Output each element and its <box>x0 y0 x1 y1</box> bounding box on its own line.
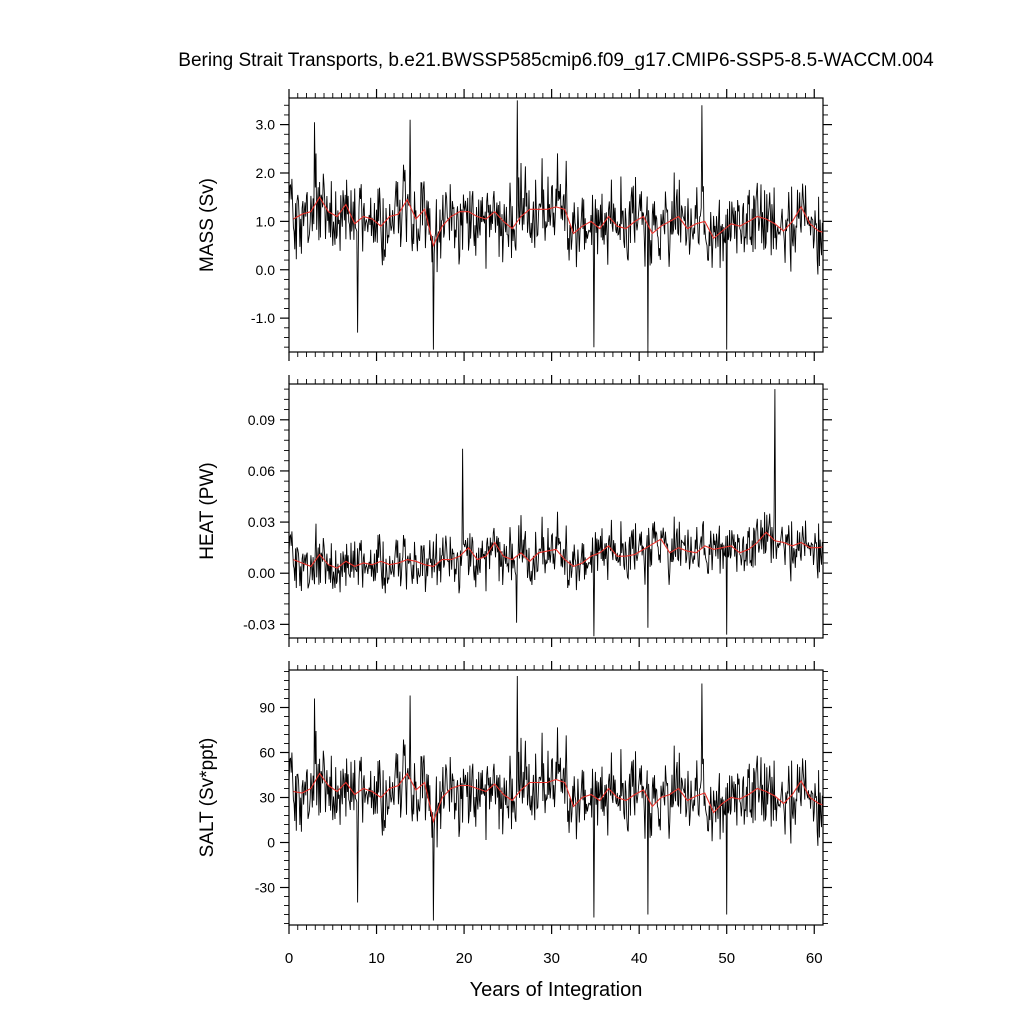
heat-ytick-label: 0.06 <box>248 463 275 479</box>
heat-y-axis-label: HEAT (PW) <box>197 462 218 559</box>
xtick-label: 40 <box>631 950 648 967</box>
panel-salt: -30 0 30 60 90 SALT (Sv*ppt) 0 10 20 30 40 50 60 <box>197 661 832 967</box>
salt-y-axis-label: SALT (Sv*ppt) <box>197 738 218 858</box>
mass-annual-mean-line <box>293 196 823 248</box>
heat-frame <box>288 383 824 639</box>
xtick-label: 0 <box>285 950 293 967</box>
salt-ytick-label: -30 <box>255 880 275 896</box>
panel-mass: -1.0 0.0 1.0 2.0 3.0 MASS (Sv) <box>197 89 832 361</box>
mass-monthly-line <box>289 100 823 352</box>
salt-monthly-line <box>289 675 823 921</box>
mass-ytick-label: -1.0 <box>251 310 275 326</box>
chart-title: Bering Strait Transports, b.e21.BWSSP585… <box>178 50 934 71</box>
heat-ytick-label: 0.00 <box>248 565 275 581</box>
heat-ytick-label: -0.03 <box>243 616 275 632</box>
panels: -1.0 0.0 1.0 2.0 3.0 MASS (Sv) -0.03 0.00 0.03 0.… <box>197 89 832 967</box>
xtick-label: 60 <box>806 950 823 967</box>
salt-ytick-label: 0 <box>267 835 275 851</box>
xtick-label: 20 <box>456 950 473 967</box>
mass-y-axis-label: MASS (Sv) <box>197 178 218 272</box>
mass-frame <box>288 97 824 353</box>
heat-ytick-label: 0.09 <box>248 412 275 428</box>
mass-ytick-label: 3.0 <box>256 117 276 133</box>
heat-ytick-label: 0.03 <box>248 514 275 530</box>
heat-annual-mean-line <box>293 531 823 569</box>
salt-ytick-label: 30 <box>259 790 275 806</box>
panel-heat: -0.03 0.00 0.03 0.06 0.09 HEAT (PW) <box>197 375 832 647</box>
xtick-label: 10 <box>368 950 385 967</box>
x-axis-label: Years of Integration <box>470 979 643 1001</box>
heat-monthly-line <box>289 389 823 637</box>
salt-ytick-label: 60 <box>259 745 275 761</box>
mass-ytick-label: 0.0 <box>256 262 276 278</box>
mass-ytick-label: 1.0 <box>256 213 276 229</box>
salt-ytick-label: 90 <box>259 700 275 716</box>
xtick-label: 30 <box>543 950 560 967</box>
mass-ytick-label: 2.0 <box>256 165 276 181</box>
xtick-label: 50 <box>718 950 735 967</box>
salt-annual-mean-line <box>293 772 823 824</box>
